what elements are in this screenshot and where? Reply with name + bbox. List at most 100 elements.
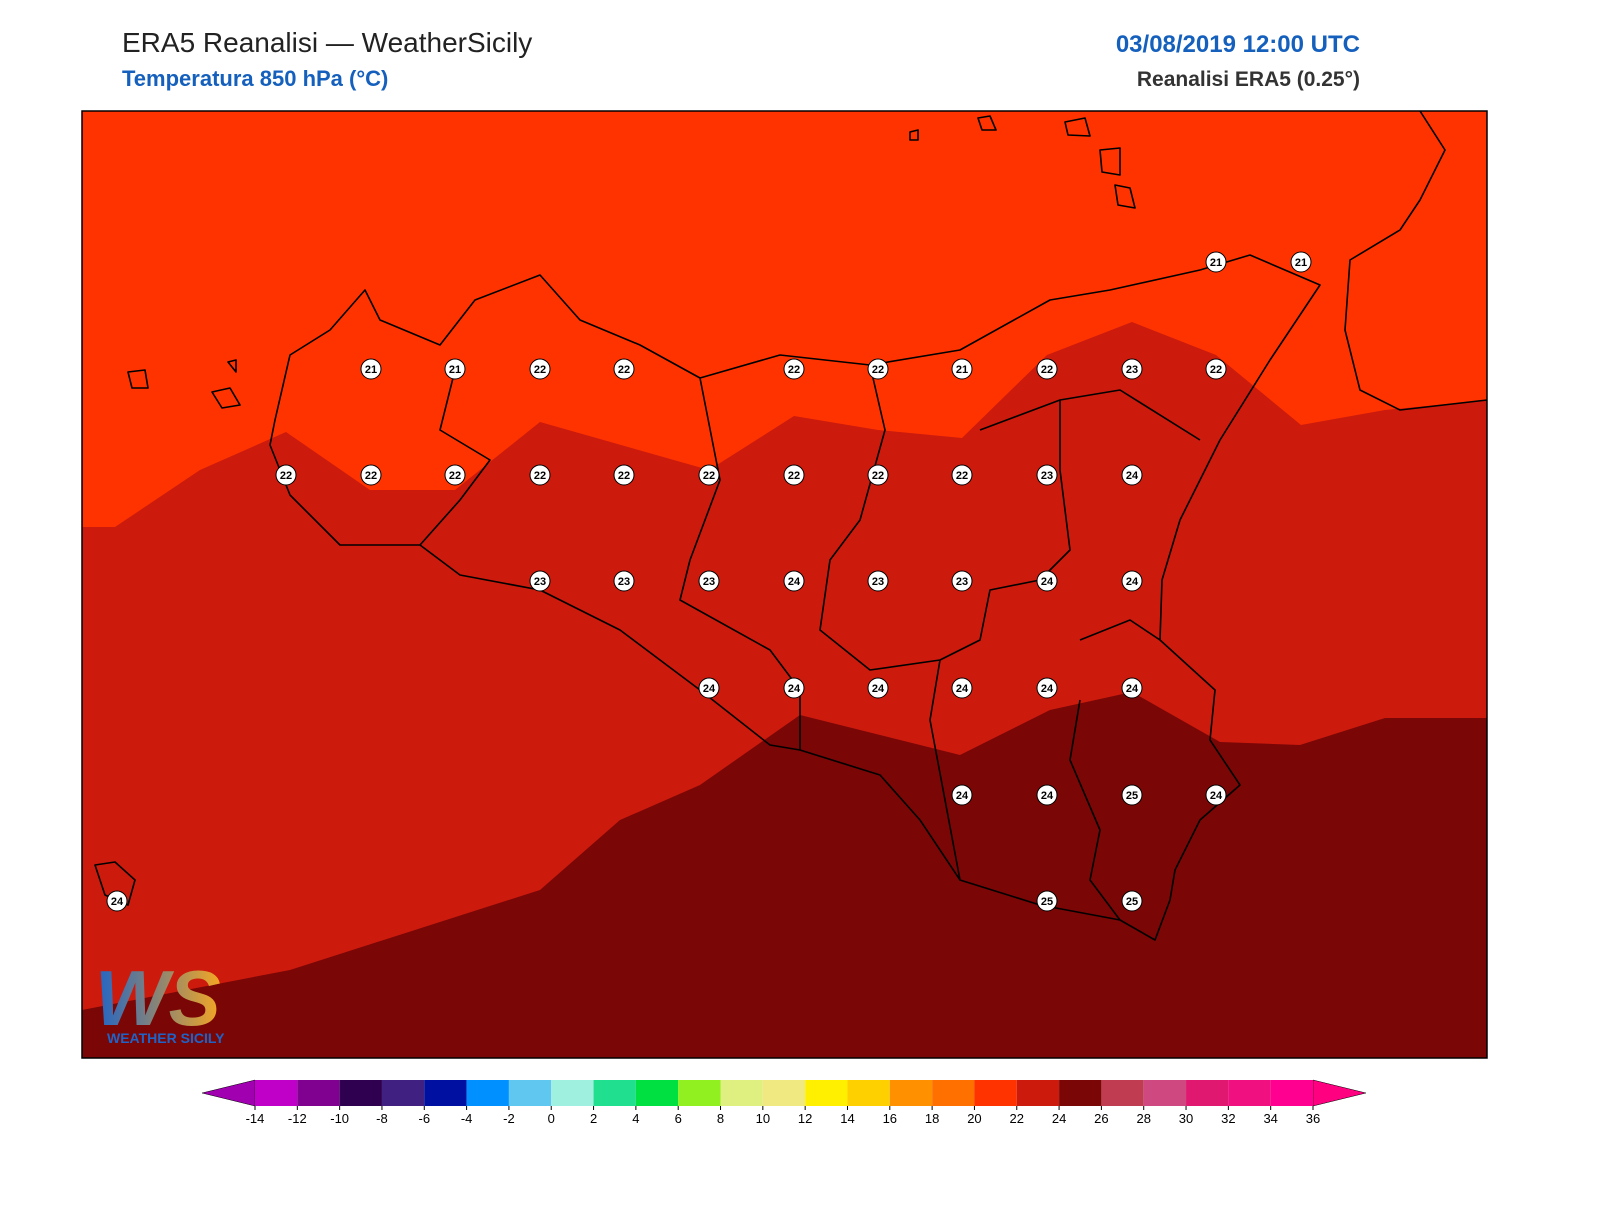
- point-label: 24: [1126, 683, 1139, 695]
- colorbar: -14 -12 -10 -8 -6 -4 -2 0 2 4 6 8 10 12 14 16 18 20 22 24 26…: [201, 1079, 1367, 1126]
- point-marker: [1036, 784, 1058, 806]
- colorbar-tick-label: 24: [1052, 1111, 1066, 1126]
- point-label: 25: [1041, 896, 1053, 908]
- point-label: 22: [365, 470, 377, 482]
- colorbar-tick-label: 22: [1010, 1111, 1024, 1126]
- point-marker: [106, 890, 128, 912]
- point-label: 21: [365, 364, 377, 376]
- colorbar-bin: [1101, 1080, 1144, 1106]
- point-marker: [1036, 358, 1058, 380]
- point-label: 22: [788, 364, 800, 376]
- point-label: 21: [1295, 257, 1307, 269]
- calabria-coast: [1344, 110, 1488, 411]
- point-marker: [698, 570, 720, 592]
- colorbar-over: [1312, 1079, 1367, 1107]
- points: 21 21 21 21 22 22 22 22 21 22 23 22 22 22 22 22 22 22 22 22…: [106, 251, 1312, 912]
- colorbar-tick-label: 2: [590, 1111, 597, 1126]
- colorbar-tick-label: -10: [330, 1111, 349, 1126]
- point-label: 22: [788, 470, 800, 482]
- point-marker: [1121, 890, 1143, 912]
- point-label: 24: [703, 683, 716, 695]
- point-label: 22: [618, 364, 630, 376]
- point-marker: [783, 570, 805, 592]
- point-marker: [613, 570, 635, 592]
- datetime: 03/08/2019 12:00 UTC: [1116, 31, 1360, 58]
- point-marker: [783, 464, 805, 486]
- colorbar-bin: [255, 1080, 298, 1106]
- point-label: 24: [1126, 576, 1139, 588]
- point-marker: [951, 677, 973, 699]
- point-label: 24: [788, 683, 801, 695]
- colorbar-tick-label: 28: [1136, 1111, 1150, 1126]
- point-label: 24: [956, 790, 969, 802]
- point-marker: [444, 464, 466, 486]
- colorbar-bin: [847, 1080, 890, 1106]
- point-label: 21: [449, 364, 461, 376]
- colorbar-bin: [339, 1080, 382, 1106]
- point-label: 24: [788, 576, 801, 588]
- point-marker: [951, 358, 973, 380]
- colorbar-tick-label: -12: [288, 1111, 307, 1126]
- point-marker: [1036, 890, 1058, 912]
- colorbar-tick-label: 6: [675, 1111, 682, 1126]
- point-marker: [1036, 464, 1058, 486]
- colorbar-bin: [551, 1080, 594, 1106]
- region-borders: [419, 364, 1201, 921]
- colorbar-bin: [466, 1080, 509, 1106]
- point-marker: [1205, 251, 1227, 273]
- point-label: 22: [872, 470, 884, 482]
- point-marker: [529, 358, 551, 380]
- colorbar-bin: [1270, 1080, 1313, 1106]
- colorbar-tick-label: -8: [376, 1111, 388, 1126]
- point-marker: [951, 464, 973, 486]
- point-label: 22: [956, 470, 968, 482]
- point-label: 21: [1210, 257, 1222, 269]
- colorbar-bin: [932, 1080, 975, 1106]
- colorbar-tick-label: 20: [967, 1111, 981, 1126]
- point-marker: [444, 358, 466, 380]
- colorbar-bin: [889, 1080, 933, 1106]
- colorbar-tick-label: 36: [1306, 1111, 1320, 1126]
- colorbar-tick-label: 4: [632, 1111, 639, 1126]
- logo-mark: WS: [95, 954, 221, 1042]
- point-label: 22: [703, 470, 715, 482]
- point-marker: [698, 677, 720, 699]
- colorbar-bin: [805, 1080, 848, 1106]
- point-marker: [1121, 784, 1143, 806]
- point-label: 22: [534, 364, 546, 376]
- colorbar-bin: [593, 1080, 636, 1106]
- point-label: 22: [534, 470, 546, 482]
- point-marker: [867, 570, 889, 592]
- colorbar-bin: [1059, 1080, 1102, 1106]
- logo: WS WEATHER SICILY: [95, 954, 225, 1046]
- colorbar-tick-label: 30: [1179, 1111, 1193, 1126]
- point-label: 22: [449, 470, 461, 482]
- point-label: 22: [280, 470, 292, 482]
- point-marker: [867, 358, 889, 380]
- logo-text: WEATHER SICILY: [107, 1030, 225, 1046]
- point-marker: [951, 784, 973, 806]
- point-marker: [1205, 358, 1227, 380]
- band-24-26: [82, 692, 1487, 1058]
- point-label: 23: [534, 576, 546, 588]
- title: ERA5 Reanalisi — WeatherSicily: [122, 27, 532, 58]
- source: Reanalisi ERA5 (0.25°): [1137, 68, 1360, 91]
- point-label: 24: [1041, 790, 1054, 802]
- colorbar-bin: [1143, 1080, 1187, 1106]
- point-marker: [1121, 464, 1143, 486]
- point-label: 24: [872, 683, 885, 695]
- point-label: 24: [1041, 683, 1054, 695]
- point-label: 25: [1126, 790, 1138, 802]
- point-marker: [275, 464, 297, 486]
- point-marker: [360, 358, 382, 380]
- colorbar-tick-label: 14: [840, 1111, 854, 1126]
- point-marker: [1121, 570, 1143, 592]
- colorbar-bin: [635, 1080, 679, 1106]
- point-marker: [613, 358, 635, 380]
- point-marker: [1121, 677, 1143, 699]
- subtitle: Temperatura 850 hPa (°C): [122, 66, 388, 91]
- point-marker: [867, 464, 889, 486]
- point-label: 24: [111, 896, 124, 908]
- point-marker: [529, 570, 551, 592]
- colorbar-tick-label: 32: [1221, 1111, 1235, 1126]
